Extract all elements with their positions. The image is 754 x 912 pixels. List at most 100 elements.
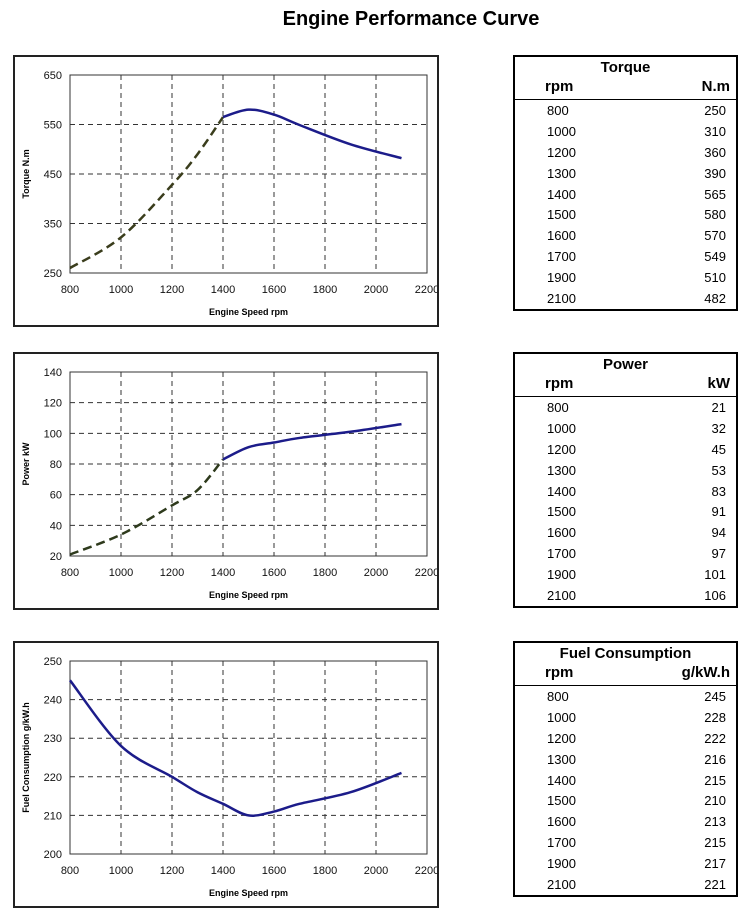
x-tick-label: 1200 bbox=[160, 865, 184, 877]
y-tick-label: 230 bbox=[44, 733, 62, 745]
cell-value: 215 bbox=[704, 835, 726, 851]
table-row: 1900 510 bbox=[515, 267, 736, 288]
cell-rpm: 1400 bbox=[547, 483, 576, 499]
cell-value: 94 bbox=[711, 525, 726, 541]
x-tick-label: 2000 bbox=[364, 865, 388, 877]
column-header-rpm: rpm bbox=[545, 375, 574, 392]
y-tick-label: 40 bbox=[50, 520, 62, 532]
cell-rpm: 1500 bbox=[547, 504, 576, 520]
table-row: 1000 228 bbox=[515, 707, 736, 728]
chart-svg: 800 1000 1200 1400 1600 1800 2000 2200 250 350 450… bbox=[21, 70, 437, 317]
cell-rpm: 1600 bbox=[547, 525, 576, 541]
x-tick-label: 1800 bbox=[313, 284, 337, 296]
power-chart: 800 1000 1200 1400 1600 1800 2000 2200 20 40 60 80 1… bbox=[13, 352, 439, 610]
cell-value: 21 bbox=[711, 400, 726, 415]
cell-rpm: 1400 bbox=[547, 186, 576, 202]
page-title: Engine Performance Curve bbox=[282, 8, 540, 30]
series-line-solid bbox=[69, 679, 402, 817]
y-tick-label: 60 bbox=[50, 490, 62, 502]
column-header-value: kW bbox=[707, 375, 731, 392]
table-row: 800 245 bbox=[515, 686, 736, 707]
table-row: 2100 482 bbox=[515, 288, 736, 309]
table-title: Torque bbox=[600, 59, 651, 76]
y-tick-label: 140 bbox=[44, 367, 62, 379]
table-header: rpm g/kW.h bbox=[515, 663, 736, 686]
cell-value: 106 bbox=[704, 588, 726, 604]
table-title: Fuel Consumption bbox=[559, 645, 692, 662]
x-tick-label: 800 bbox=[61, 567, 79, 579]
y-tick-label: 120 bbox=[44, 398, 62, 410]
cell-value: 510 bbox=[704, 270, 726, 286]
series-line-solid bbox=[222, 108, 402, 160]
table-row: 1500 580 bbox=[515, 204, 736, 225]
y-tick-label: 350 bbox=[44, 219, 62, 231]
table-row: 800 21 bbox=[515, 397, 736, 418]
cell-value: 549 bbox=[704, 249, 726, 265]
cell-value: 97 bbox=[711, 546, 726, 562]
table-row: 2100 221 bbox=[515, 874, 736, 895]
cell-value: 83 bbox=[711, 483, 726, 499]
x-tick-label: 2200 bbox=[415, 567, 437, 579]
cell-value: 217 bbox=[704, 856, 726, 872]
table-row: 1300 390 bbox=[515, 163, 736, 184]
cell-rpm: 1000 bbox=[547, 123, 576, 139]
y-axis-label: Fuel Consumption g/kW.h bbox=[21, 702, 31, 813]
x-tick-label: 1400 bbox=[211, 567, 235, 579]
cell-value: 310 bbox=[704, 123, 726, 139]
cell-value: 101 bbox=[704, 567, 726, 583]
column-header-rpm: rpm bbox=[545, 664, 574, 681]
torque-chart: 800 1000 1200 1400 1600 1800 2000 2200 250 350 450… bbox=[13, 55, 439, 327]
cell-value: 250 bbox=[704, 103, 726, 118]
x-axis-label: Engine Speed rpm bbox=[209, 590, 288, 600]
x-tick-label: 1600 bbox=[262, 567, 286, 579]
table-row: 1700 97 bbox=[515, 543, 736, 564]
x-tick-label: 2200 bbox=[415, 865, 437, 877]
y-tick-label: 250 bbox=[44, 268, 62, 280]
table-row: 1900 217 bbox=[515, 853, 736, 874]
series-line-dashed bbox=[69, 116, 225, 270]
table-row: 1500 91 bbox=[515, 501, 736, 522]
y-tick-label: 20 bbox=[50, 551, 62, 563]
cell-value: 210 bbox=[704, 793, 726, 809]
y-tick-label: 220 bbox=[44, 772, 62, 784]
torque-table: Torque rpm N.m 800 250 1000 310 1200 360 1300 390 1… bbox=[513, 55, 738, 311]
cell-rpm: 1300 bbox=[547, 462, 576, 478]
table-row: 1200 45 bbox=[515, 439, 736, 460]
cell-rpm: 800 bbox=[547, 689, 569, 704]
table-row: 2100 106 bbox=[515, 585, 736, 606]
cell-value: 580 bbox=[704, 207, 726, 223]
cell-rpm: 1000 bbox=[547, 420, 576, 436]
x-axis-label: Engine Speed rpm bbox=[209, 307, 288, 317]
table-title: Power bbox=[602, 356, 648, 373]
series-line-solid bbox=[222, 422, 402, 461]
cell-value: 215 bbox=[704, 772, 726, 788]
chart-svg: 800 1000 1200 1400 1600 1800 2000 2200 200 210 220… bbox=[21, 656, 437, 898]
cell-rpm: 1200 bbox=[547, 144, 576, 160]
cell-rpm: 2100 bbox=[547, 588, 576, 604]
table-row: 1700 549 bbox=[515, 246, 736, 267]
y-tick-label: 210 bbox=[44, 810, 62, 822]
series-line-dashed bbox=[69, 458, 224, 556]
cell-rpm: 800 bbox=[547, 103, 569, 118]
y-tick-label: 100 bbox=[44, 428, 62, 440]
table-row: 1600 570 bbox=[515, 225, 736, 246]
table-row: 1600 213 bbox=[515, 811, 736, 832]
x-tick-label: 1800 bbox=[313, 567, 337, 579]
column-header-rpm: rpm bbox=[545, 78, 574, 95]
cell-value: 53 bbox=[711, 462, 726, 478]
x-tick-label: 1600 bbox=[262, 865, 286, 877]
cell-rpm: 1700 bbox=[547, 835, 576, 851]
plot-area-frame bbox=[69, 371, 428, 557]
y-tick-label: 250 bbox=[44, 656, 62, 668]
cell-rpm: 1000 bbox=[547, 709, 576, 725]
cell-rpm: 1600 bbox=[547, 228, 576, 244]
cell-value: 213 bbox=[704, 814, 726, 830]
chart-svg: 800 1000 1200 1400 1600 1800 2000 2200 20 40 60 80 1… bbox=[21, 367, 437, 600]
table-row: 1200 222 bbox=[515, 728, 736, 749]
table-row: 1400 215 bbox=[515, 770, 736, 791]
x-tick-label: 1400 bbox=[211, 865, 235, 877]
x-tick-label: 1200 bbox=[160, 567, 184, 579]
cell-rpm: 1700 bbox=[547, 249, 576, 265]
table-row: 1300 53 bbox=[515, 460, 736, 481]
cell-rpm: 1900 bbox=[547, 567, 576, 583]
